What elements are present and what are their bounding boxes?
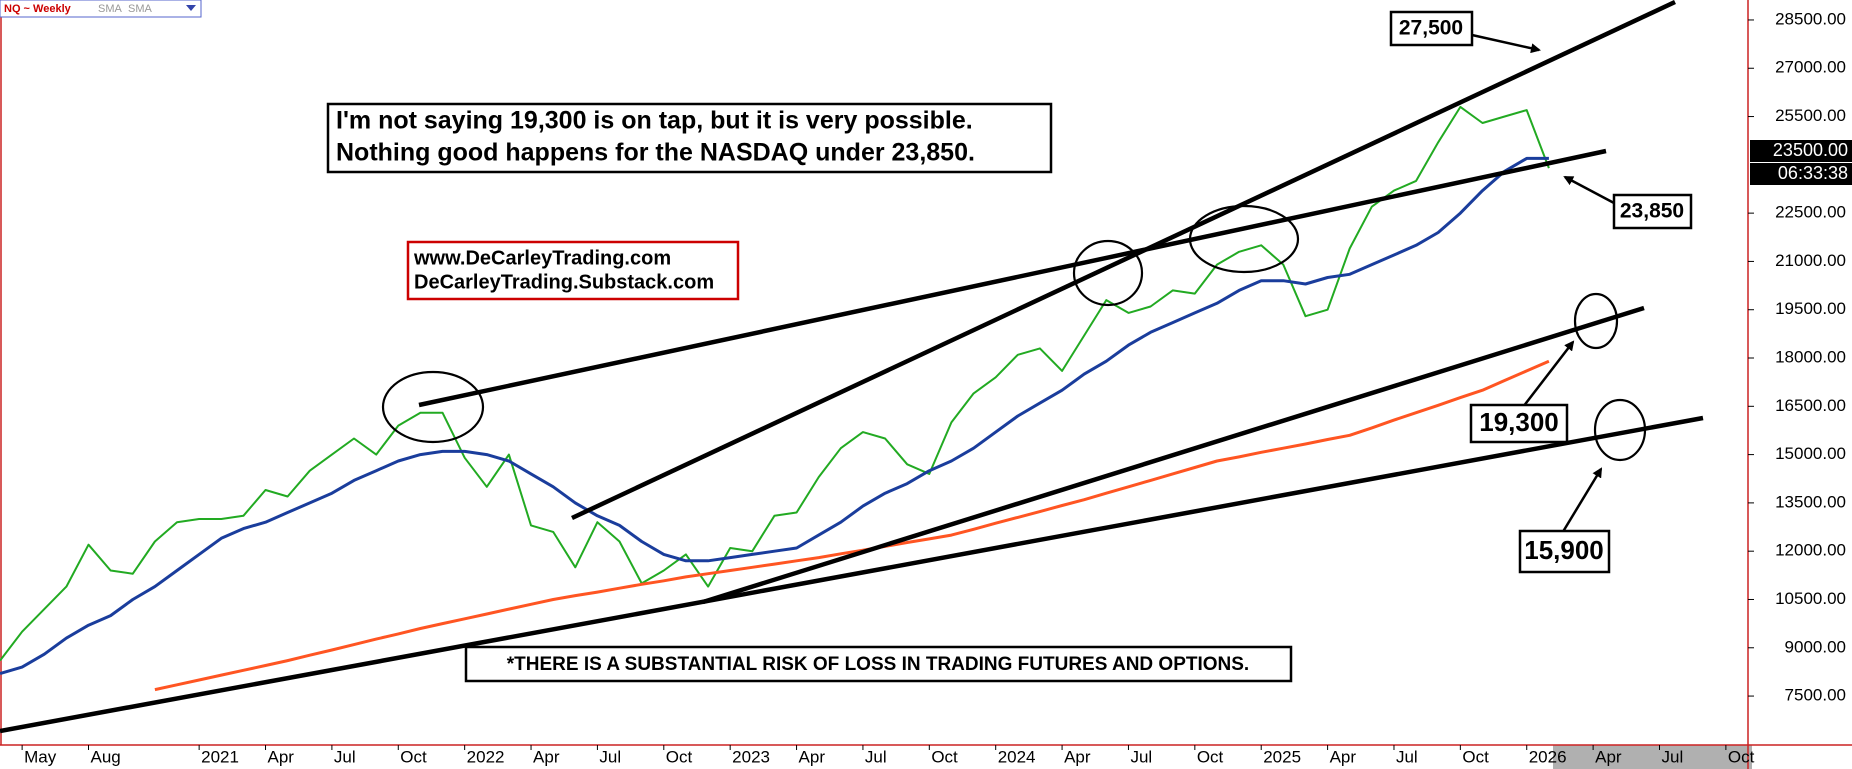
headline: Nothing good happens for the NASDAQ unde… xyxy=(336,139,975,167)
legend-label: SMA xyxy=(98,3,123,15)
callout: 19,300 xyxy=(1479,407,1559,437)
x-tick-label: Apr xyxy=(268,747,295,766)
price-tag: 23500.00 xyxy=(1773,140,1848,160)
x-tick-label: 2024 xyxy=(998,747,1036,766)
y-tick-label: 21000.00 xyxy=(1775,251,1846,270)
data-layer xyxy=(0,105,1550,692)
x-tick-label: 2023 xyxy=(732,747,770,766)
arrow xyxy=(1522,340,1575,408)
circle xyxy=(1593,398,1647,462)
arrows xyxy=(1471,33,1615,536)
trend-line xyxy=(702,305,1645,605)
x-tick-label: Apr xyxy=(799,747,826,766)
y-tick-label: 13500.00 xyxy=(1775,492,1846,511)
callout: 15,900 xyxy=(1524,535,1604,565)
x-tick-label: May xyxy=(24,747,57,766)
circle xyxy=(1188,204,1300,274)
legend-box xyxy=(0,0,202,18)
timer: 06:33:38 xyxy=(1778,163,1848,183)
y-tick-label: 16500.00 xyxy=(1775,396,1846,415)
circle xyxy=(1573,292,1619,350)
trend-line xyxy=(571,0,1676,521)
arrow xyxy=(1559,467,1603,536)
y-tick-label: 22500.00 xyxy=(1775,203,1846,222)
x-tick-label: Oct xyxy=(666,747,693,766)
headline-box xyxy=(326,102,1053,174)
website: www.DeCarleyTrading.com xyxy=(413,247,671,269)
y-tick-label: 27000.00 xyxy=(1775,58,1846,77)
x-tick-label: Apr xyxy=(533,747,560,766)
arrow xyxy=(1563,175,1615,205)
x-tick-label: Jul xyxy=(1130,747,1152,766)
disclaimer: *THERE IS A SUBSTANTIAL RISK OF LOSS IN … xyxy=(507,654,1249,675)
x-tick-label: Apr xyxy=(1595,747,1622,766)
website: DeCarleyTrading.Substack.com xyxy=(414,271,714,293)
headline: I'm not saying 19,300 is on tap, but it … xyxy=(336,107,973,135)
y-tick-label: 12000.00 xyxy=(1775,541,1846,560)
website-box xyxy=(406,240,740,301)
x-tick-label: Oct xyxy=(1197,747,1224,766)
timer-box xyxy=(1750,163,1852,185)
series-line xyxy=(0,156,1549,675)
x-tick-label: Oct xyxy=(931,747,958,766)
legend-dropdown[interactable] xyxy=(186,5,196,11)
x-tick-label: Apr xyxy=(1064,747,1091,766)
y-tick-label: 18000.00 xyxy=(1775,347,1846,366)
y-tick-label: 10500.00 xyxy=(1775,589,1846,608)
callout-box xyxy=(1469,403,1569,444)
callout-box xyxy=(1612,193,1693,230)
trend-line xyxy=(418,148,1607,408)
y-tick-label: 19500.00 xyxy=(1775,299,1846,318)
legend-label: NQ ~ Weekly xyxy=(4,3,72,15)
y-tick-label: 28500.00 xyxy=(1775,9,1846,28)
future-band xyxy=(1553,745,1752,769)
callout: 27,500 xyxy=(1399,17,1463,40)
series-line xyxy=(154,359,1550,692)
y-tick-label: 15000.00 xyxy=(1775,444,1846,463)
x-tick-label: 2021 xyxy=(201,747,239,766)
x-tick-label: 2026 xyxy=(1529,747,1567,766)
x-tick-label: Oct xyxy=(400,747,427,766)
x-tick-label: 2022 xyxy=(467,747,505,766)
disclaimer-box xyxy=(464,645,1293,683)
y-tick-label: 25500.00 xyxy=(1775,106,1846,125)
x-tick-label: Aug xyxy=(91,747,121,766)
trend-lines xyxy=(0,0,1704,734)
x-tick-label: Jul xyxy=(1661,747,1683,766)
circle xyxy=(1072,239,1144,307)
price-tag-box xyxy=(1750,140,1852,162)
callout-box xyxy=(1389,10,1474,47)
callout-box xyxy=(1518,529,1611,574)
trend-line xyxy=(0,415,1704,734)
x-tick-label: Apr xyxy=(1330,747,1357,766)
y-tick-label: 9000.00 xyxy=(1785,637,1846,656)
y-tick-label: 7500.00 xyxy=(1785,686,1846,705)
x-tick-label: Oct xyxy=(1462,747,1489,766)
arrow xyxy=(1471,33,1541,54)
x-tick-label: Oct xyxy=(1728,747,1755,766)
legend-label: SMA xyxy=(128,3,153,15)
x-tick-label: Jul xyxy=(599,747,621,766)
x-tick-label: 2025 xyxy=(1263,747,1301,766)
callout: 23,850 xyxy=(1620,200,1684,223)
circle xyxy=(381,370,485,444)
x-tick-label: Jul xyxy=(1396,747,1418,766)
circles xyxy=(381,204,1647,462)
x-tick-label: Jul xyxy=(865,747,887,766)
x-tick-label: Jul xyxy=(334,747,356,766)
